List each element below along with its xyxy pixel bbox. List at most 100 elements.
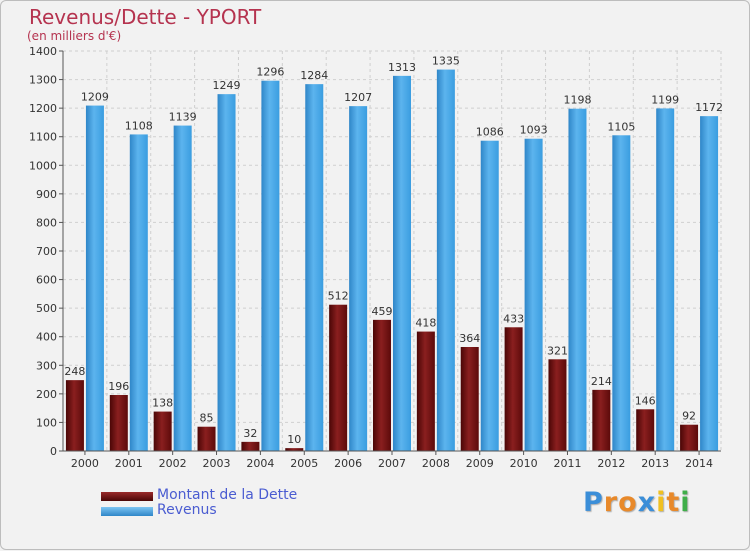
y-tick-label: 0 <box>50 445 57 458</box>
bar-debt <box>109 395 128 451</box>
data-label-revenus: 1313 <box>388 61 416 74</box>
bar-revenus <box>261 80 280 451</box>
data-label-revenus: 1086 <box>476 126 504 139</box>
data-label-debt: 433 <box>503 312 524 325</box>
bar-revenus <box>524 138 543 451</box>
logo-letter: i <box>656 487 667 518</box>
data-label-revenus: 1139 <box>169 111 197 124</box>
data-label-revenus: 1172 <box>695 101 723 114</box>
legend-swatch-revenus <box>101 507 153 516</box>
logo-letter: i <box>680 487 691 518</box>
bar-revenus <box>656 108 675 451</box>
data-label-debt: 92 <box>682 410 696 423</box>
y-tick-label: 1000 <box>29 159 57 172</box>
y-tick-label: 200 <box>36 388 57 401</box>
data-label-revenus: 1198 <box>563 94 591 107</box>
bar-debt <box>548 359 567 451</box>
bar-revenus <box>129 134 148 451</box>
y-tick-label: 1300 <box>29 74 57 87</box>
bar-debt <box>65 380 84 451</box>
data-label-debt: 214 <box>591 375 612 388</box>
data-label-revenus: 1335 <box>432 55 460 68</box>
data-label-debt: 321 <box>547 344 568 357</box>
y-tick-label: 500 <box>36 302 57 315</box>
bar-revenus <box>85 105 104 452</box>
x-tick-label: 2013 <box>641 457 669 470</box>
logo-letter: o <box>618 487 638 518</box>
data-label-debt: 85 <box>200 412 214 425</box>
data-label-revenus: 1207 <box>344 91 372 104</box>
y-tick-label: 300 <box>36 359 57 372</box>
data-label-revenus: 1108 <box>125 119 153 132</box>
data-label-debt: 196 <box>108 380 129 393</box>
bar-revenus <box>217 94 236 452</box>
y-tick-label: 700 <box>36 245 57 258</box>
data-label-debt: 512 <box>328 290 349 303</box>
y-tick-label: 800 <box>36 216 57 229</box>
chart-title: Revenus/Dette - YPORT <box>29 5 262 29</box>
bar-revenus <box>568 108 587 451</box>
x-tick-label: 2005 <box>290 457 318 470</box>
y-tick-label: 600 <box>36 274 57 287</box>
logo-letter: P <box>583 487 604 518</box>
logo-letter: x <box>637 487 657 518</box>
x-tick-label: 2012 <box>597 457 625 470</box>
x-tick-label: 2001 <box>115 457 143 470</box>
data-label-debt: 248 <box>64 365 85 378</box>
proxiti-logo: Proxiti <box>583 487 691 518</box>
x-tick-label: 2008 <box>422 457 450 470</box>
bar-debt <box>460 347 479 451</box>
bar-debt <box>636 409 655 451</box>
legend-label-debt: Montant de la Dette <box>157 487 298 503</box>
x-tick-label: 2009 <box>466 457 494 470</box>
chart-subtitle: (en milliers d'€) <box>27 29 122 43</box>
bar-debt <box>329 304 348 451</box>
bar-debt <box>285 448 304 451</box>
bar-debt <box>373 319 391 451</box>
bar-debt <box>197 426 216 451</box>
data-label-revenus: 1209 <box>81 91 109 104</box>
x-tick-label: 2010 <box>510 457 538 470</box>
y-tick-label: 400 <box>36 331 57 344</box>
legend-swatch-debt <box>101 492 153 501</box>
data-label-debt: 10 <box>287 433 301 446</box>
bar-debt <box>416 331 435 451</box>
y-tick-label: 100 <box>36 416 57 429</box>
legend-label-revenus: Revenus <box>157 502 217 518</box>
bar-revenus <box>612 135 631 452</box>
bar-revenus <box>173 125 192 452</box>
data-label-revenus: 1105 <box>607 120 635 133</box>
y-tick-label: 1400 <box>29 45 57 58</box>
bar-revenus <box>700 116 719 452</box>
logo-letter: r <box>603 487 619 518</box>
data-label-revenus: 1199 <box>651 93 679 106</box>
bar-revenus <box>305 84 324 452</box>
bar-revenus <box>480 140 499 451</box>
data-label-debt: 418 <box>415 317 436 330</box>
bar-revenus <box>349 106 368 452</box>
data-label-revenus: 1284 <box>300 69 328 82</box>
data-label-debt: 32 <box>243 427 257 440</box>
y-tick-label: 1200 <box>29 102 57 115</box>
bar-debt <box>504 327 523 451</box>
x-tick-label: 2003 <box>203 457 231 470</box>
data-label-debt: 138 <box>152 397 173 410</box>
data-label-debt: 364 <box>459 332 480 345</box>
x-tick-label: 2004 <box>246 457 274 470</box>
data-label-revenus: 1093 <box>520 124 548 137</box>
x-tick-label: 2000 <box>71 457 99 470</box>
x-tick-label: 2014 <box>685 457 713 470</box>
bar-debt <box>153 411 172 451</box>
bar-revenus <box>436 69 455 452</box>
bar-debt <box>241 441 260 451</box>
logo-letter: t <box>666 487 681 518</box>
bar-debt <box>680 424 699 451</box>
data-label-revenus: 1296 <box>256 66 284 79</box>
x-tick-label: 2006 <box>334 457 362 470</box>
bar-revenus <box>393 75 411 451</box>
x-tick-label: 2011 <box>553 457 581 470</box>
x-tick-label: 2002 <box>159 457 187 470</box>
bar-debt <box>592 389 611 451</box>
